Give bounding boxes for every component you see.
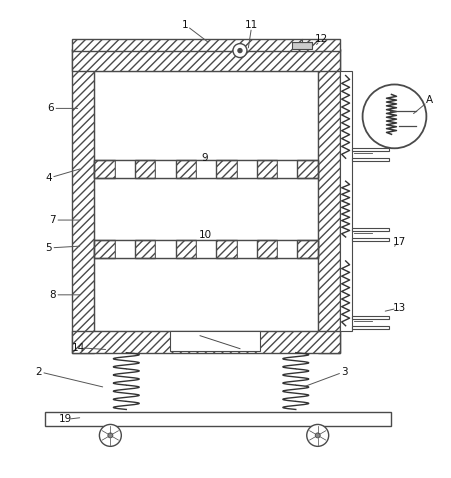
Bar: [195, 240, 216, 258]
Circle shape: [108, 433, 113, 438]
Bar: [339, 71, 351, 331]
Circle shape: [237, 49, 241, 53]
Bar: [94, 178, 317, 240]
Bar: [236, 160, 256, 178]
Text: 12: 12: [314, 33, 327, 43]
Bar: [94, 160, 317, 178]
Text: 17: 17: [392, 237, 405, 247]
Bar: [94, 240, 317, 258]
Bar: [115, 160, 135, 178]
Text: 13: 13: [392, 303, 405, 313]
Bar: [195, 160, 216, 178]
Bar: [175, 160, 195, 178]
Bar: [135, 160, 155, 178]
Bar: [291, 42, 311, 49]
Bar: [351, 238, 389, 241]
Bar: [351, 148, 389, 151]
Circle shape: [362, 85, 425, 148]
Circle shape: [314, 433, 319, 438]
Bar: [72, 49, 94, 353]
Text: 14: 14: [72, 343, 85, 353]
Bar: [72, 49, 339, 71]
Text: 10: 10: [198, 230, 211, 240]
Bar: [297, 160, 317, 178]
Bar: [94, 71, 317, 160]
Bar: [276, 240, 297, 258]
Text: 6: 6: [47, 103, 54, 113]
Bar: [276, 160, 297, 178]
Text: 9: 9: [201, 153, 208, 163]
Bar: [256, 160, 276, 178]
Bar: [94, 258, 317, 331]
Bar: [351, 228, 389, 231]
Bar: [94, 160, 115, 178]
Circle shape: [232, 43, 246, 57]
Circle shape: [306, 424, 328, 446]
Bar: [45, 413, 391, 426]
Text: 2: 2: [35, 367, 42, 377]
Text: 7: 7: [49, 215, 56, 225]
Bar: [317, 49, 339, 353]
Bar: [351, 326, 389, 329]
Bar: [155, 240, 175, 258]
Bar: [170, 331, 259, 351]
Bar: [256, 240, 276, 258]
Bar: [155, 160, 175, 178]
Text: 1: 1: [181, 20, 188, 30]
Bar: [216, 240, 236, 258]
Text: A: A: [425, 96, 432, 106]
Text: 19: 19: [59, 414, 72, 424]
Bar: [135, 240, 155, 258]
Text: 11: 11: [245, 20, 258, 30]
Bar: [94, 240, 115, 258]
Circle shape: [99, 424, 121, 446]
Bar: [297, 240, 317, 258]
Bar: [175, 240, 195, 258]
Text: 3: 3: [341, 367, 347, 377]
Bar: [351, 158, 389, 161]
Text: 5: 5: [45, 243, 52, 253]
Text: 4: 4: [45, 173, 52, 183]
Bar: [216, 160, 236, 178]
Bar: [115, 240, 135, 258]
Bar: [236, 240, 256, 258]
Bar: [351, 316, 389, 319]
Bar: [72, 331, 339, 353]
Text: 8: 8: [49, 290, 56, 300]
Bar: [72, 39, 339, 51]
